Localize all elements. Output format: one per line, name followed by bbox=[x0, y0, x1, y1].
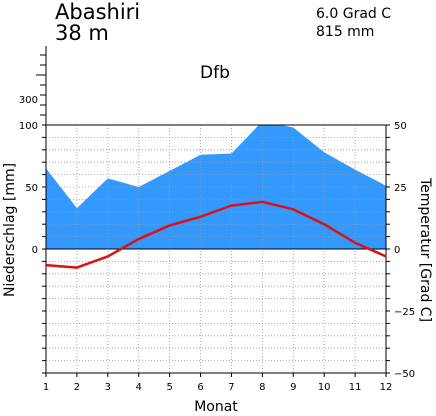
month-tick-label: 4 bbox=[136, 382, 142, 393]
station-name: Abashiri bbox=[55, 0, 140, 24]
station-elevation: 38 m bbox=[55, 21, 109, 45]
precip-tick-label: 100 bbox=[19, 121, 38, 132]
month-tick-label: 7 bbox=[228, 382, 234, 393]
precip-tick-label: 50 bbox=[25, 183, 38, 194]
temp-tick-label: −50 bbox=[394, 369, 415, 380]
right-axis-title: Temperatur [Grad C] bbox=[417, 177, 433, 322]
precip-tick-label: 0 bbox=[32, 245, 38, 256]
month-tick-label: 8 bbox=[259, 382, 265, 393]
left-axis-title: Niederschlag [mm] bbox=[2, 163, 18, 297]
x-axis-title: Monat bbox=[194, 399, 238, 415]
month-tick-label: 5 bbox=[166, 382, 172, 393]
month-tick-label: 6 bbox=[197, 382, 203, 393]
precip-tick-label-upper: 300 bbox=[19, 95, 38, 106]
temp-tick-label: 50 bbox=[394, 121, 407, 132]
month-tick-label: 11 bbox=[349, 382, 362, 393]
month-tick-label: 9 bbox=[290, 382, 296, 393]
climate-class: Dfb bbox=[200, 63, 230, 83]
temp-tick-label: −25 bbox=[394, 307, 415, 318]
temp-tick-label: 0 bbox=[394, 245, 400, 256]
month-tick-label: 3 bbox=[105, 382, 111, 393]
annual-precipitation: 815 mm bbox=[316, 24, 374, 40]
month-tick-label: 10 bbox=[318, 382, 331, 393]
month-tick-label: 12 bbox=[380, 382, 393, 393]
temperature-polyline bbox=[45, 200, 387, 269]
month-tick-label: 2 bbox=[74, 382, 80, 393]
temperature-line bbox=[45, 200, 387, 269]
mean-temperature: 6.0 Grad C bbox=[316, 6, 391, 22]
precipitation-area-fill bbox=[46, 125, 386, 249]
precipitation-area bbox=[46, 125, 386, 249]
temp-tick-label: 25 bbox=[394, 183, 407, 194]
month-tick-label: 1 bbox=[43, 382, 49, 393]
